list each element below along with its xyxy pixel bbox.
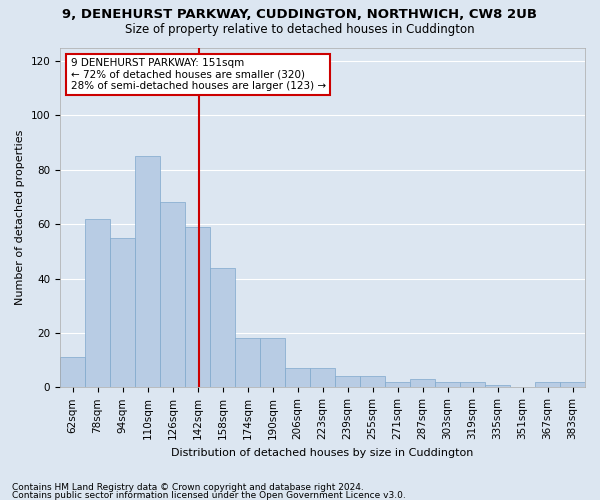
Bar (235, 338, 260, 388)
Y-axis label: Number of detached properties: Number of detached properties (15, 130, 25, 305)
Bar (310, 368, 335, 388)
Bar (110, 238, 135, 388)
Bar (285, 368, 310, 388)
Bar (135, 156, 160, 388)
Bar (410, 379, 435, 388)
Bar (335, 376, 360, 388)
Bar (160, 202, 185, 388)
Bar (210, 268, 235, 388)
Bar (60, 358, 85, 388)
Bar (260, 338, 285, 388)
Bar (185, 227, 210, 388)
Bar (435, 382, 460, 388)
Bar (560, 382, 585, 388)
Bar (360, 376, 385, 388)
Text: Contains public sector information licensed under the Open Government Licence v3: Contains public sector information licen… (12, 491, 406, 500)
Text: 9, DENEHURST PARKWAY, CUDDINGTON, NORTHWICH, CW8 2UB: 9, DENEHURST PARKWAY, CUDDINGTON, NORTHW… (62, 8, 538, 20)
X-axis label: Distribution of detached houses by size in Cuddington: Distribution of detached houses by size … (172, 448, 474, 458)
Text: 9 DENEHURST PARKWAY: 151sqm
← 72% of detached houses are smaller (320)
28% of se: 9 DENEHURST PARKWAY: 151sqm ← 72% of det… (71, 58, 326, 91)
Text: Contains HM Land Registry data © Crown copyright and database right 2024.: Contains HM Land Registry data © Crown c… (12, 484, 364, 492)
Bar (460, 382, 485, 388)
Bar (535, 382, 560, 388)
Text: Size of property relative to detached houses in Cuddington: Size of property relative to detached ho… (125, 22, 475, 36)
Bar (485, 384, 510, 388)
Bar (85, 219, 110, 388)
Bar (385, 382, 410, 388)
